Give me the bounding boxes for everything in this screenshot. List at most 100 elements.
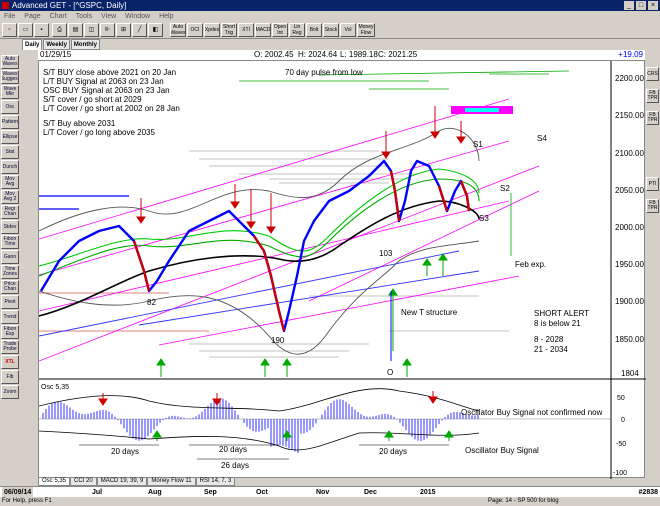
tab-cci[interactable]: CCI 20 (70, 478, 97, 486)
menu-chart[interactable]: Chart (49, 13, 67, 20)
tool-dunch[interactable]: Dunch (1, 160, 19, 174)
chart-icon[interactable]: ▤ (68, 23, 83, 37)
tab-daily[interactable]: Daily (22, 39, 43, 50)
open-icon[interactable]: ▭ (18, 23, 33, 37)
tool-mov-avg-2[interactable]: Mov Avg 2 (1, 190, 19, 204)
minimize-button[interactable]: _ (624, 1, 634, 10)
tool-pivot[interactable]: Pivot (1, 295, 19, 309)
zoom-icon[interactable]: ◫ (84, 23, 99, 37)
price-label: 2000.00 (615, 223, 644, 232)
candles-icon[interactable]: ⊞ (116, 23, 131, 37)
tab-osc[interactable]: Osc 5,35 (38, 478, 71, 486)
left-toolbar: Auto Waves Waves Suggest Wave Mkr Osc Pa… (0, 39, 22, 489)
price-label: 1850.00 (615, 335, 644, 344)
note-line: S/T BUY close above 2021 on 20 Jan (43, 68, 176, 77)
note-line: OSC BUY Signal at 2063 on 23 Jan (43, 86, 170, 95)
record-count: #2838 (638, 489, 658, 496)
days-label: 20 days (219, 445, 247, 454)
right-tool-fb-tpr-1[interactable]: FB TPR (646, 89, 659, 103)
tool-regr-chan[interactable]: Regr Chan (1, 205, 19, 219)
color-icon[interactable]: ◧ (148, 23, 163, 37)
info-close: C: 2021.25 (378, 50, 418, 59)
feb-exp-label: Feb exp. (515, 260, 546, 269)
tool-trend[interactable]: Trend (1, 310, 19, 324)
right-tool-pti[interactable]: PTI (646, 177, 659, 191)
money-flow-button[interactable]: Money Flow (357, 23, 375, 37)
new-page-icon[interactable]: ▫ (2, 23, 17, 37)
open-int-button[interactable]: Open Int (272, 23, 288, 37)
tool-wave-mkr[interactable]: Wave Mkr (1, 85, 19, 99)
stock-button[interactable]: Stock (323, 23, 339, 37)
tool-stat[interactable]: Stat (1, 145, 19, 159)
chart-area[interactable]: 2200.00 2150.00 2100.00 2050.00 2000.00 … (38, 60, 646, 479)
info-date: 01/29/15 (40, 50, 72, 59)
tab-rsi[interactable]: RSI 14, 7, 3 (195, 478, 236, 486)
tab-macd[interactable]: MACD 19, 39, 9 (96, 478, 148, 486)
buy-arrows (156, 193, 512, 377)
tool-osc[interactable]: Osc (1, 100, 19, 114)
tool-auto-waves[interactable]: Auto Waves (1, 55, 19, 69)
tool-xtl[interactable]: XTL (1, 355, 19, 369)
xpdes-button[interactable]: Xpdes (204, 23, 220, 37)
macd-button[interactable]: MACD (255, 23, 271, 37)
tool-gann[interactable]: Gann (1, 250, 19, 264)
tab-money-flow[interactable]: Money Flow 11 (147, 478, 196, 486)
xti-button[interactable]: XTI (238, 23, 254, 37)
tool-pattern[interactable]: Pattern (1, 115, 19, 129)
short-alert-line: 21 - 2034 (534, 345, 568, 354)
osc-axis-label: 50 (617, 395, 625, 402)
tool-price-chan[interactable]: Price Chan (1, 280, 19, 294)
bolt-button[interactable]: Bolt (306, 23, 322, 37)
right-tool-fb-tpr-2[interactable]: FB TPR (646, 111, 659, 125)
tool-mov-avg[interactable]: Mov Avg (1, 175, 19, 189)
maximize-button[interactable]: □ (636, 1, 646, 10)
right-tool-crs[interactable]: CRS (646, 67, 659, 81)
right-tool-fb-tpr-3[interactable]: FB TPR (646, 199, 659, 213)
osc-annotations: Oscillator Buy Signal not confirmed now … (111, 408, 603, 470)
note-line: L/T Cover / go long above 2035 (43, 128, 155, 137)
osc-not-confirmed-label: Oscillator Buy Signal not confirmed now (461, 408, 603, 417)
lin-reg-button[interactable]: Lin Reg (289, 23, 305, 37)
note-line: S/T Buy above 2031 (43, 119, 116, 128)
tool-stdev[interactable]: Stdev (1, 220, 19, 234)
tool-zoom[interactable]: Zoom (1, 385, 19, 399)
line-icon[interactable]: ╱ (132, 23, 147, 37)
status-bar: For Help, press F1 Page: 14 - SP 500 for… (0, 497, 660, 506)
month-label: Oct (256, 489, 268, 496)
price-label: 1950.00 (615, 260, 644, 269)
month-label: Dec (364, 489, 377, 496)
menu-help[interactable]: Help (159, 13, 174, 20)
save-icon[interactable]: ▪ (34, 23, 49, 37)
price-label: 1804 (621, 369, 639, 378)
price-label: 1900.00 (615, 297, 644, 306)
price-chart-svg[interactable]: 2200.00 2150.00 2100.00 2050.00 2000.00 … (38, 61, 646, 479)
menu-view[interactable]: View (101, 13, 117, 20)
tool-fib[interactable]: Fib (1, 370, 19, 384)
menu-file[interactable]: File (4, 13, 16, 20)
bars-icon[interactable]: ⊪ (100, 23, 115, 37)
indicator-tabs: Osc 5,35 CCI 20 MACD 19, 39, 9 Money Flo… (38, 478, 236, 486)
oci-button[interactable]: OCI (187, 23, 203, 37)
menu-tools[interactable]: Tools (75, 13, 93, 20)
menu-page[interactable]: Page (24, 13, 41, 20)
osc-title: Osc 5,35 (41, 384, 69, 391)
tab-monthly[interactable]: Monthly (70, 39, 100, 50)
tool-fibon-exp[interactable]: Fibon Exp (1, 325, 19, 339)
close-button[interactable]: × (648, 1, 658, 10)
vol-button[interactable]: Vol (340, 23, 356, 37)
tab-weekly[interactable]: Weekly (43, 39, 70, 50)
target-zone-inner (465, 108, 499, 112)
print-icon[interactable]: ⎙ (52, 23, 67, 37)
wave-103-label: 103 (379, 249, 393, 258)
wave-190-label: 190 (271, 336, 285, 345)
tool-fibon-time[interactable]: Fibon Time (1, 235, 19, 249)
menu-window[interactable]: Window (125, 13, 151, 20)
tool-time-zones[interactable]: Time Zones (1, 265, 19, 279)
tool-waves-suggest[interactable]: Waves Suggest (1, 70, 19, 84)
support-lines (189, 150, 509, 358)
tool-ellipse[interactable]: Ellipse (1, 130, 19, 144)
short-trig-button[interactable]: Short Trig (221, 23, 237, 37)
pulse-label: 70 day pulse from low (285, 68, 363, 77)
auto-waves-button[interactable]: Auto Waves (170, 23, 186, 37)
tool-trade-probe[interactable]: Trade Probe (1, 340, 19, 354)
